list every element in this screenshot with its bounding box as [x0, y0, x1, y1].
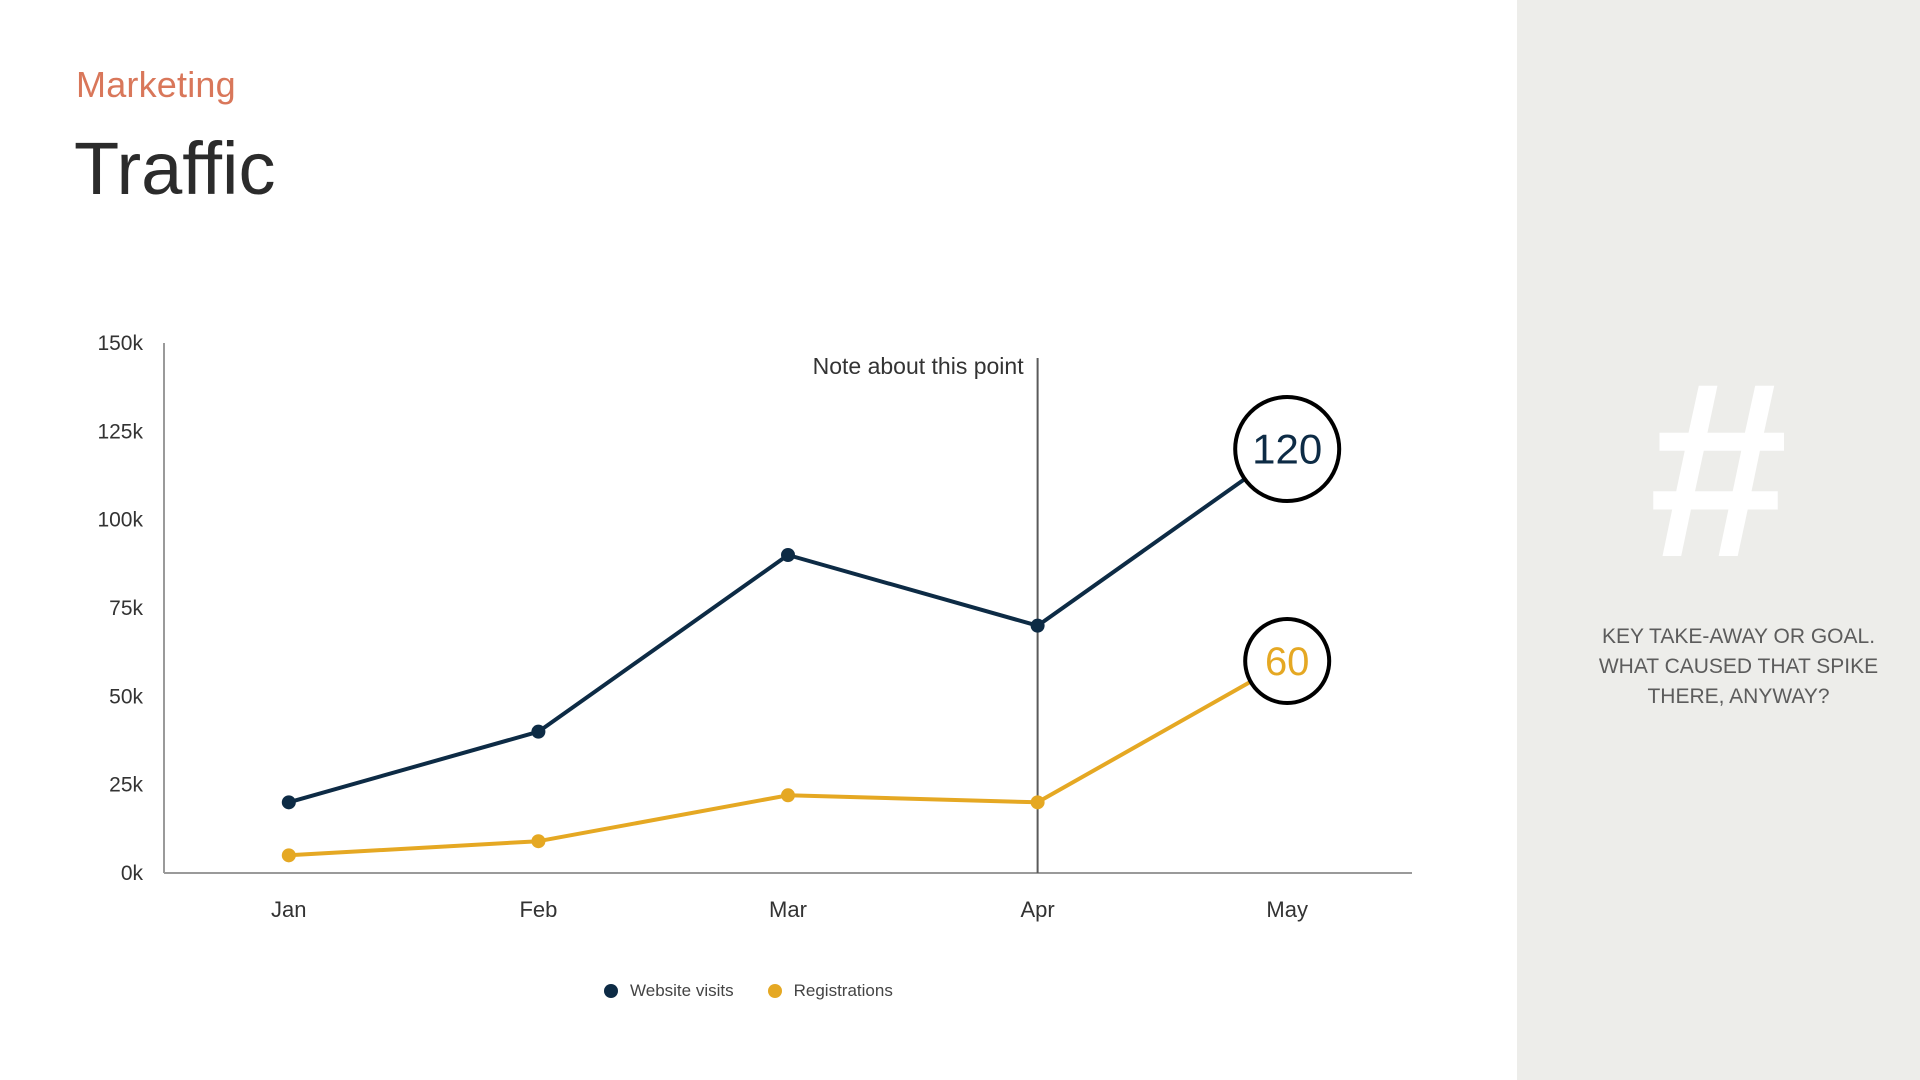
y-tick-label: 75k [109, 597, 143, 620]
section-label: Marketing [76, 64, 236, 105]
page-title: Traffic [74, 127, 276, 210]
takeaway-panel: # KEY TAKE-AWAY OR GOAL. WHAT CAUSED THA… [1517, 0, 1920, 1080]
annotation-note: Note about this point [813, 353, 1025, 379]
callout-label: 120 [1252, 426, 1322, 473]
series-line-0 [288, 447, 1289, 805]
legend-item-website-visits: Website visits [604, 981, 734, 1001]
x-tick-label: Feb [519, 897, 557, 922]
hash-icon: # [1648, 330, 1789, 609]
x-tick-label: Mar [769, 897, 807, 922]
data-point [1030, 795, 1045, 810]
takeaway-text: KEY TAKE-AWAY OR GOAL. WHAT CAUSED THAT … [1598, 625, 1879, 708]
x-tick-label: Jan [271, 897, 306, 922]
callout-circle [1233, 395, 1342, 503]
y-tick-label: 50k [109, 685, 143, 708]
data-point [781, 548, 795, 562]
data-point [531, 724, 546, 739]
y-tick-label: 100k [97, 509, 143, 532]
data-point [281, 848, 296, 863]
legend-swatch-registrations [767, 984, 782, 998]
x-tick-label: May [1266, 897, 1308, 922]
legend-item-registrations: Registrations [767, 981, 893, 1001]
legend-label-registrations: Registrations [793, 981, 893, 1000]
callout-label: 60 [1265, 640, 1310, 684]
data-point [1030, 618, 1045, 633]
legend-label-website-visits: Website visits [630, 981, 734, 1000]
traffic-line-chart: 0k 25k 50k 75k 100k 125k 150k Jan Feb Mar Apr May No… [97, 332, 1412, 922]
y-tick-label: 150k [97, 332, 143, 355]
data-point [781, 788, 795, 803]
y-tick-label: 125k [97, 420, 143, 443]
x-tick-label: Apr [1020, 897, 1054, 922]
data-point [281, 795, 296, 810]
callout-circle [1243, 617, 1332, 705]
y-tick-label: 0k [121, 862, 144, 885]
y-tick-label: 25k [109, 774, 143, 797]
legend-swatch-website-visits [604, 984, 618, 998]
data-point [531, 834, 546, 849]
chart-legend: Website visits Registrations [604, 981, 927, 1001]
